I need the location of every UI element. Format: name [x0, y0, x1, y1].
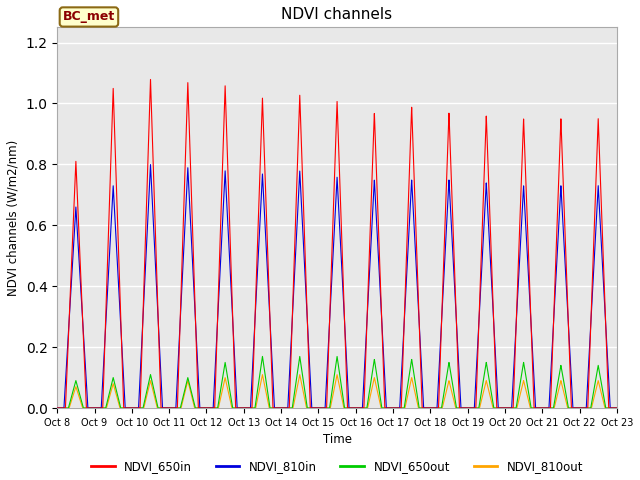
Text: BC_met: BC_met: [63, 11, 115, 24]
Legend: NDVI_650in, NDVI_810in, NDVI_650out, NDVI_810out: NDVI_650in, NDVI_810in, NDVI_650out, NDV…: [86, 456, 588, 478]
Y-axis label: NDVI channels (W/m2/nm): NDVI channels (W/m2/nm): [7, 140, 20, 296]
Title: NDVI channels: NDVI channels: [282, 7, 392, 22]
X-axis label: Time: Time: [323, 433, 351, 446]
